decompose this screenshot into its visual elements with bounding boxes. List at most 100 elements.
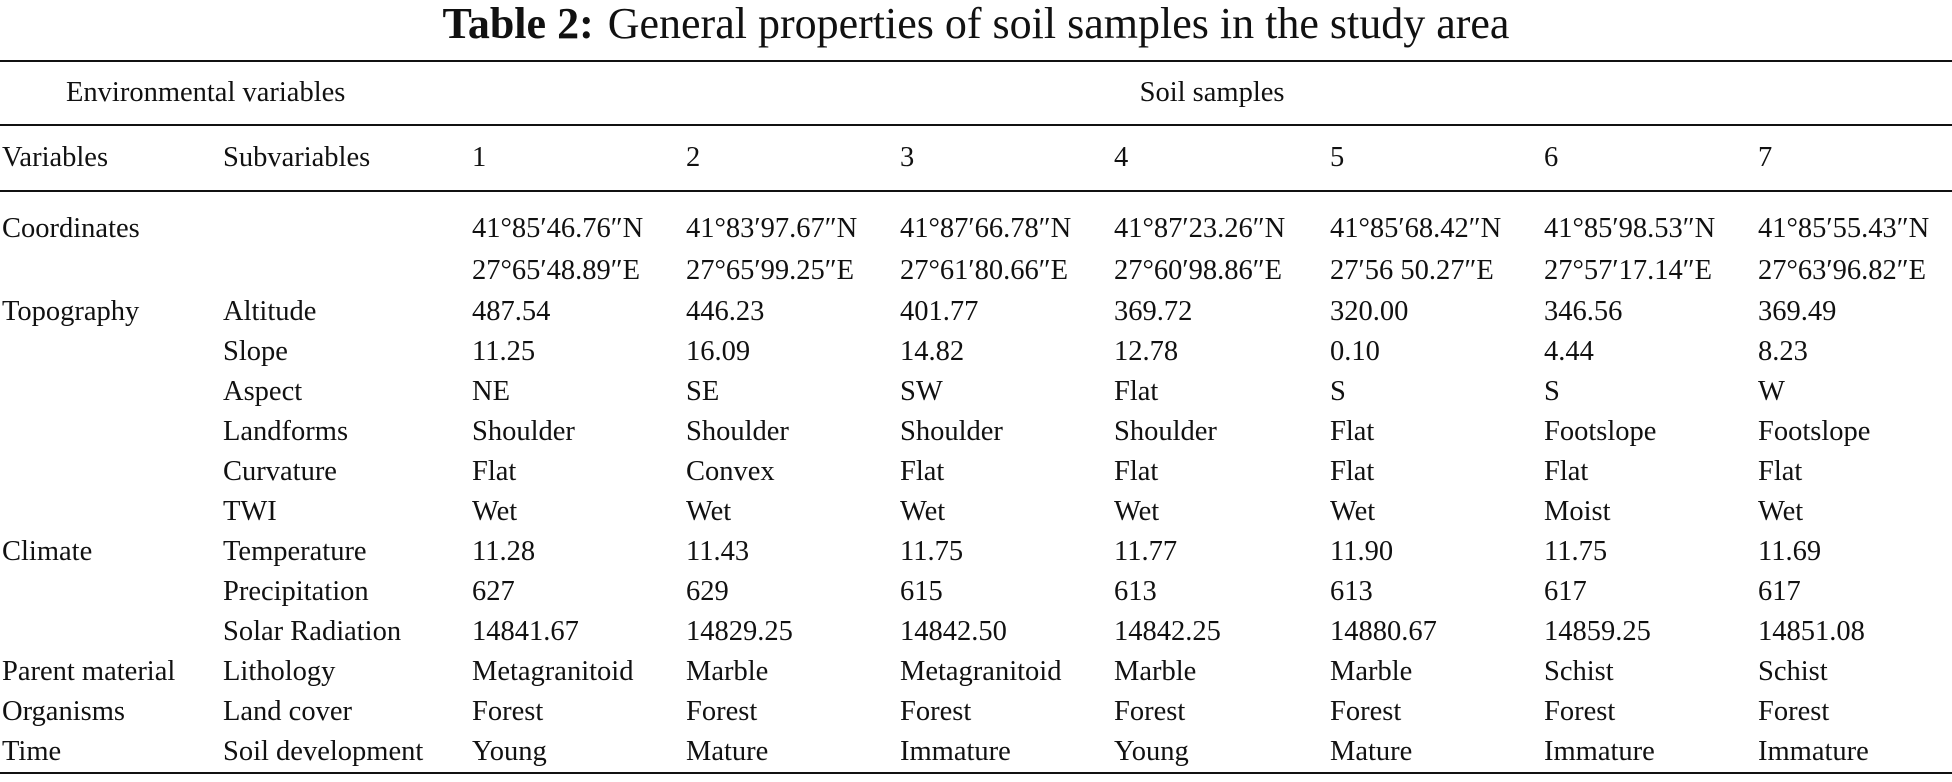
value-cell: Marble xyxy=(686,656,769,687)
sample-5-header: 5 xyxy=(1330,125,1544,192)
value-cell: Flat xyxy=(1114,456,1159,487)
value-cell: Forest xyxy=(686,696,758,727)
subvariables-header: Subvariables xyxy=(223,125,472,192)
environmental-variables-header: Environmental variables xyxy=(0,60,472,126)
coordinate-cell: 41°87′66.78″N 27°61′80.66″E xyxy=(900,213,1072,286)
value-cell: 16.09 xyxy=(686,336,751,367)
table-row: TWI Wet Wet Wet Wet Wet Moist Wet xyxy=(0,492,1952,532)
table-row: Time Soil development Young Mature Immature Y… xyxy=(0,732,1952,774)
value-cell: Flat xyxy=(1330,456,1375,487)
value-cell: S xyxy=(1330,376,1346,407)
sample-4-header: 4 xyxy=(1114,125,1330,192)
value-cell: 627 xyxy=(472,576,515,607)
value-cell: 487.54 xyxy=(472,296,551,327)
value-cell: Flat xyxy=(1114,376,1159,407)
value-cell: 401.77 xyxy=(900,296,979,327)
variable-cell xyxy=(0,332,223,372)
value-cell: 11.43 xyxy=(686,536,750,567)
variable-cell: Topography xyxy=(2,296,140,327)
value-cell: Schist xyxy=(1758,656,1828,687)
variable-cell xyxy=(0,372,223,412)
coordinate-cell: 41°83′97.67″N 27°65′99.25″E xyxy=(686,213,858,286)
variable-cell xyxy=(0,572,223,612)
value-cell: Metagranitoid xyxy=(900,656,1062,687)
table-row: Solar Radiation 14841.67 14829.25 14842.50 1… xyxy=(0,612,1952,652)
value-cell: Forest xyxy=(1544,696,1616,727)
coordinates-row: Coordinates 41°85′46.76″N 27°65′48.89″E 4… xyxy=(0,191,1952,292)
value-cell: 8.23 xyxy=(1758,336,1808,367)
value-cell: NE xyxy=(472,376,510,407)
value-cell: Young xyxy=(1114,732,1330,774)
subvariable-cell: Slope xyxy=(223,336,288,367)
value-cell: 11.28 xyxy=(472,536,536,567)
value-cell: Forest xyxy=(1114,696,1186,727)
subvariable-cell: Lithology xyxy=(223,656,336,687)
value-cell: Shoulder xyxy=(686,416,789,447)
value-cell: 14851.08 xyxy=(1758,616,1865,647)
value-cell: 14842.50 xyxy=(900,616,1007,647)
value-cell: 613 xyxy=(1330,576,1373,607)
value-cell: Marble xyxy=(1330,656,1413,687)
sample-2-header: 2 xyxy=(686,125,900,192)
value-cell: Immature xyxy=(1544,732,1758,774)
sample-1-header: 1 xyxy=(472,125,686,192)
value-cell: 14841.67 xyxy=(472,616,579,647)
coordinates-subvariable xyxy=(223,191,472,292)
coordinate-cell: 41°85′46.76″N 27°65′48.89″E xyxy=(472,213,644,286)
value-cell: Flat xyxy=(900,456,945,487)
value-cell: 369.49 xyxy=(1758,296,1837,327)
value-cell: W xyxy=(1758,376,1785,407)
value-cell: 617 xyxy=(1758,576,1801,607)
value-cell: Moist xyxy=(1544,496,1611,527)
coordinate-cell: 41°87′23.26″N 27°60′98.86″E xyxy=(1114,213,1286,286)
table-row: Precipitation 627 629 615 613 613 617 617 xyxy=(0,572,1952,612)
value-cell: 0.10 xyxy=(1330,336,1380,367)
subvariable-cell: Curvature xyxy=(223,456,337,487)
table-row: Climate Temperature 11.28 11.43 11.75 11.77 11… xyxy=(0,532,1952,572)
sample-6-header: 6 xyxy=(1544,125,1758,192)
value-cell: 11.77 xyxy=(1114,536,1178,567)
subvariable-cell: Temperature xyxy=(223,536,367,567)
table-row: Landforms Shoulder Shoulder Shoulder Shoulde… xyxy=(0,412,1952,452)
variable-cell: Parent material xyxy=(2,656,176,687)
table-caption: Table 2: General properties of soil sampl… xyxy=(0,0,1952,60)
table-row: Parent material Lithology Metagranitoid Mar… xyxy=(0,652,1952,692)
value-cell: Forest xyxy=(900,696,972,727)
value-cell: 320.00 xyxy=(1330,296,1409,327)
value-cell: Shoulder xyxy=(1114,416,1217,447)
value-cell: Shoulder xyxy=(472,416,575,447)
value-cell: Footslope xyxy=(1544,416,1657,447)
coordinates-label: Coordinates xyxy=(2,213,140,244)
value-cell: Wet xyxy=(686,496,732,527)
value-cell: 12.78 xyxy=(1114,336,1179,367)
value-cell: S xyxy=(1544,376,1560,407)
caption-label: Table 2: xyxy=(442,0,594,48)
value-cell: Forest xyxy=(1758,696,1830,727)
value-cell: 11.90 xyxy=(1330,536,1394,567)
value-cell: 629 xyxy=(686,576,729,607)
value-cell: 617 xyxy=(1544,576,1587,607)
subvariable-cell: Aspect xyxy=(223,376,303,407)
value-cell: 615 xyxy=(900,576,943,607)
value-cell: 14829.25 xyxy=(686,616,793,647)
value-cell: Marble xyxy=(1114,656,1197,687)
value-cell: Immature xyxy=(900,732,1114,774)
value-cell: Wet xyxy=(1330,496,1376,527)
value-cell: Convex xyxy=(686,456,775,487)
table-row: Slope 11.25 16.09 14.82 12.78 0.10 4.44 8.23 xyxy=(0,332,1952,372)
coordinate-cell: 41°85′98.53″N 27°57′17.14″E xyxy=(1544,213,1716,286)
subvariable-cell: Altitude xyxy=(223,296,317,327)
value-cell: Wet xyxy=(900,496,946,527)
subvariable-cell: Solar Radiation xyxy=(223,616,402,647)
value-cell: Flat xyxy=(1544,456,1589,487)
value-cell: Schist xyxy=(1544,656,1614,687)
value-cell: Mature xyxy=(1330,732,1544,774)
variables-header: Variables xyxy=(0,125,223,192)
value-cell: 11.25 xyxy=(472,336,536,367)
value-cell: Wet xyxy=(1758,496,1804,527)
table-row: Curvature Flat Convex Flat Flat Flat Flat Flat xyxy=(0,452,1952,492)
value-cell: 11.75 xyxy=(1544,536,1608,567)
variable-cell xyxy=(0,492,223,532)
column-header-row: Variables Subvariables 1 2 3 4 5 6 7 xyxy=(0,125,1952,192)
soil-properties-table: Environmental variables Soil samples Var… xyxy=(0,60,1952,774)
